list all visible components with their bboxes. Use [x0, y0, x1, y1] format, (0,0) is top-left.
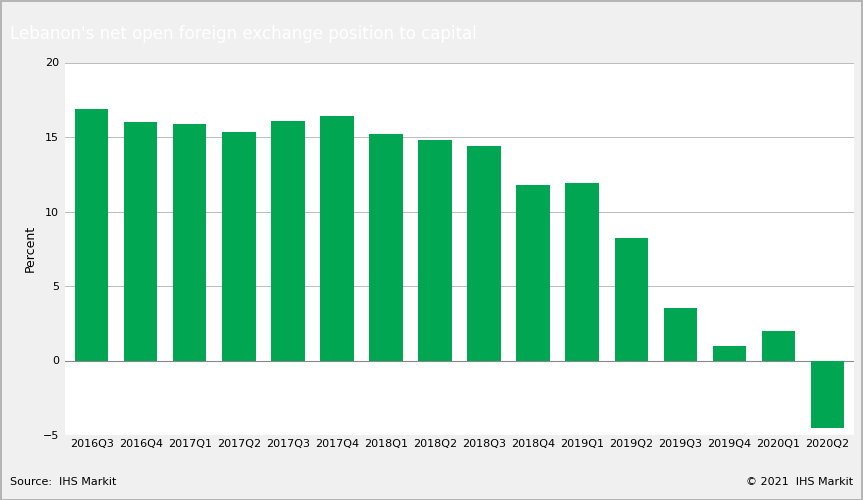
Bar — [369, 134, 403, 360]
Text: Source:  IHS Markit: Source: IHS Markit — [10, 477, 117, 487]
Bar — [468, 146, 501, 360]
Bar — [810, 360, 844, 428]
Bar — [271, 120, 305, 360]
Bar — [713, 346, 746, 360]
Bar — [762, 330, 795, 360]
Text: Lebanon's net open foreign exchange position to capital: Lebanon's net open foreign exchange posi… — [10, 25, 477, 43]
Bar — [419, 140, 451, 360]
Bar — [222, 132, 255, 360]
Bar — [516, 186, 550, 360]
Bar — [75, 108, 109, 360]
Y-axis label: Percent: Percent — [24, 225, 37, 272]
Bar — [124, 122, 157, 360]
Bar — [320, 116, 354, 360]
Bar — [664, 308, 697, 360]
Bar — [173, 124, 206, 360]
Bar — [565, 183, 599, 360]
Bar — [614, 238, 648, 360]
Text: © 2021  IHS Markit: © 2021 IHS Markit — [746, 477, 853, 487]
